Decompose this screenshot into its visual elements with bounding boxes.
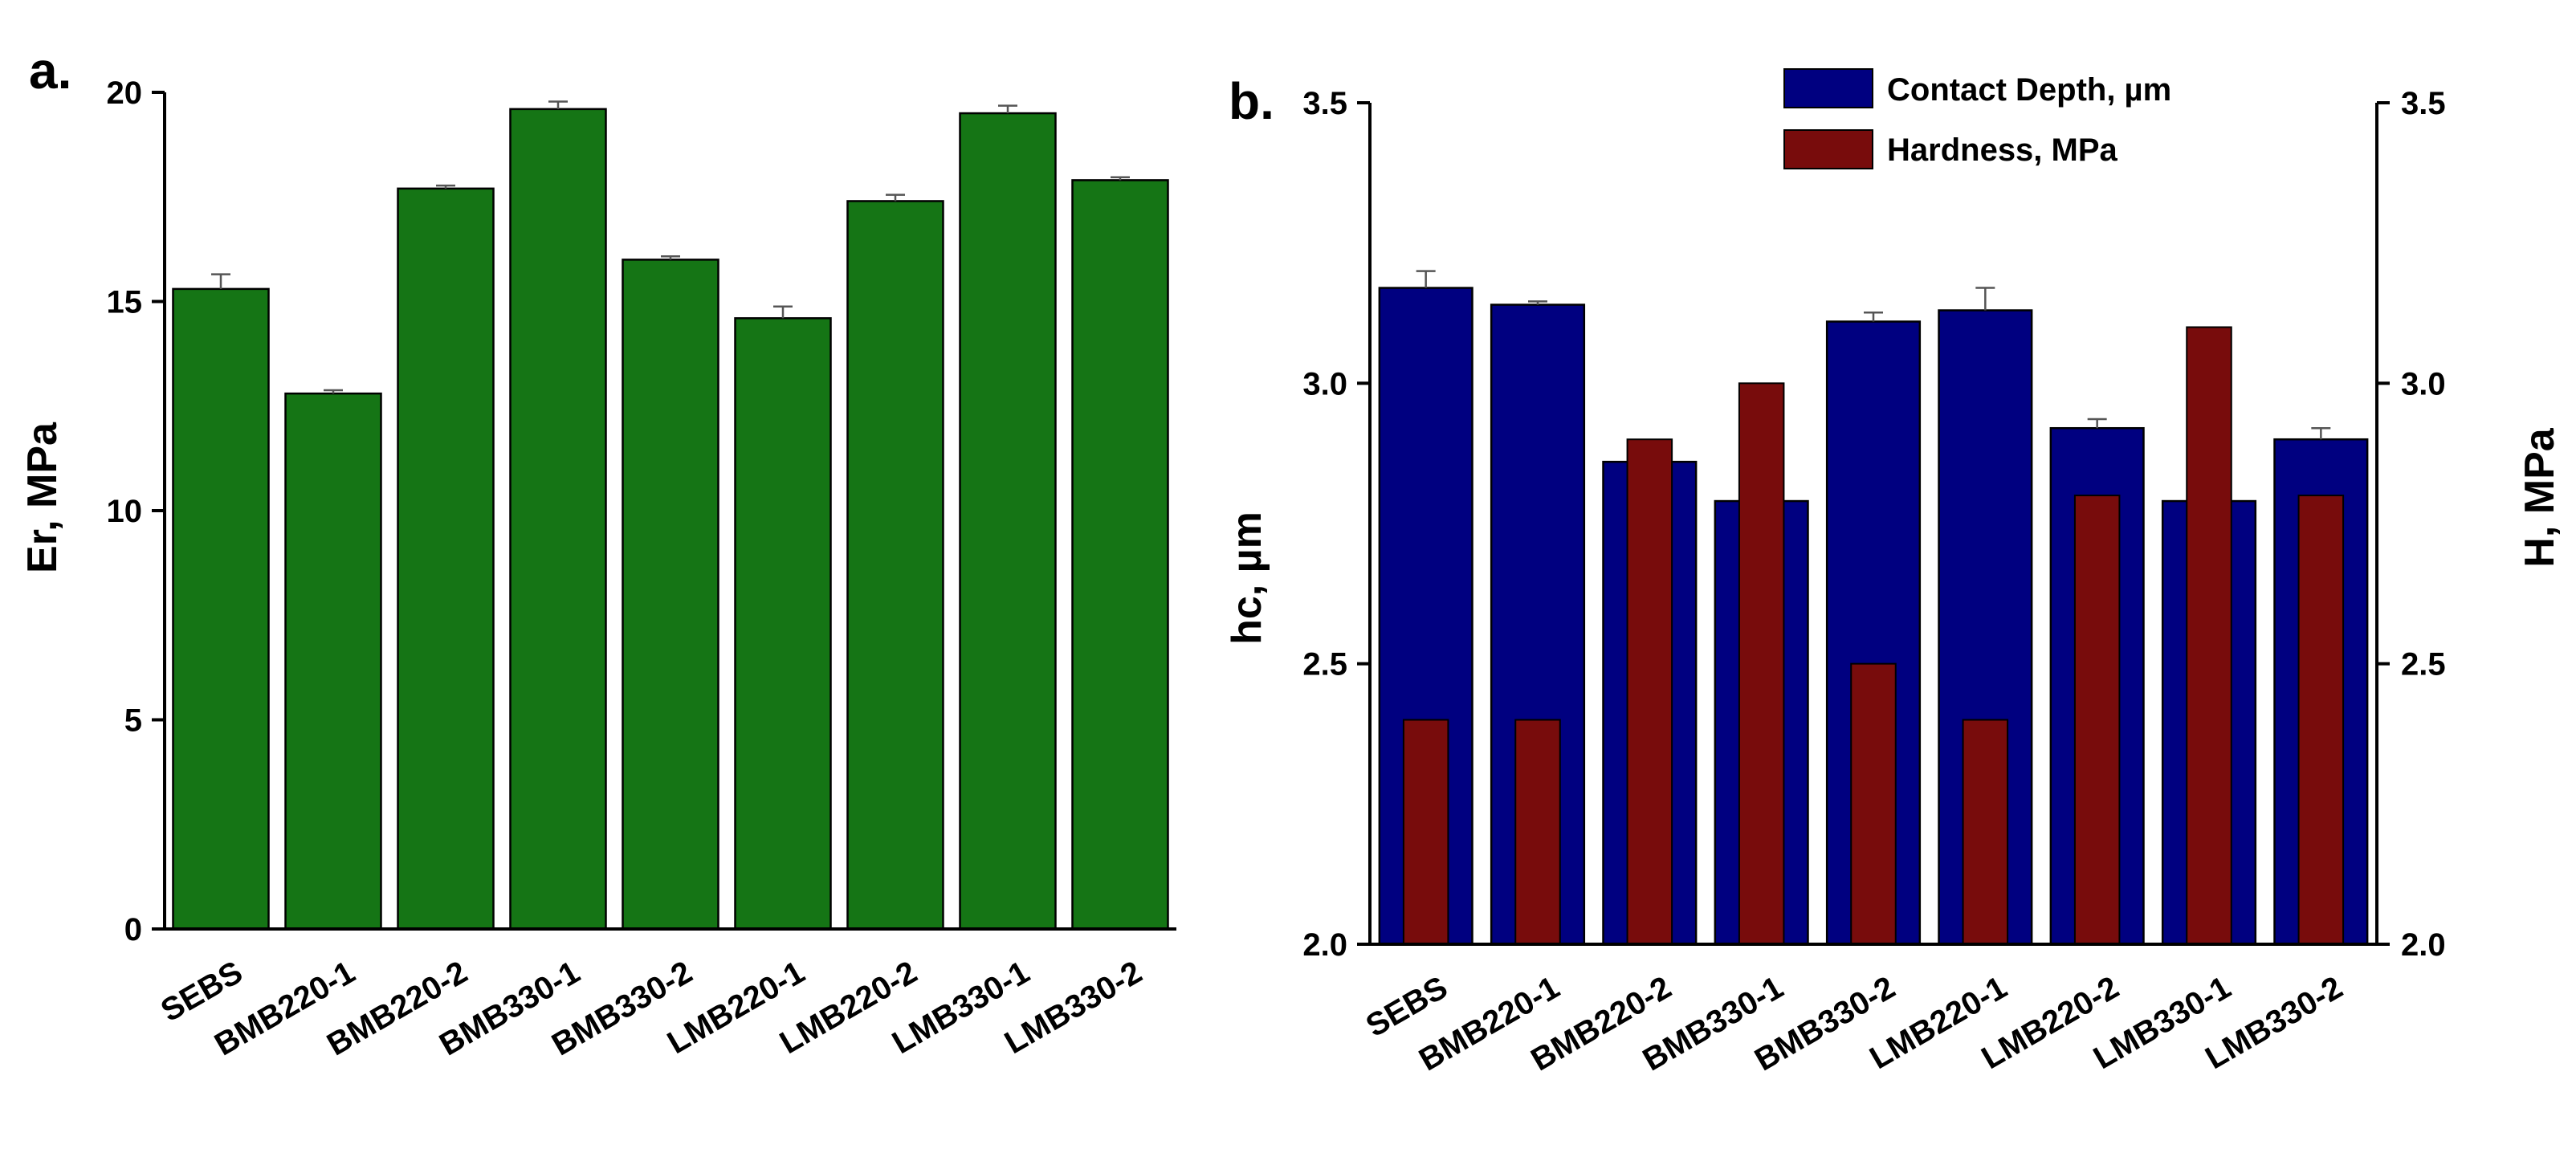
legend-label-hardness: Hardness, MPa bbox=[1887, 132, 2118, 168]
panel-b-error-bars bbox=[1416, 270, 2331, 440]
y-tick-label-5: 5 bbox=[124, 703, 142, 739]
bar-sebs bbox=[172, 287, 270, 931]
hardness-bar-bmb220-2 bbox=[1626, 438, 1673, 945]
panel-b-axes bbox=[1368, 103, 2378, 946]
hardness-bar-bmb330-2 bbox=[1850, 662, 1897, 946]
panel-b-right-y-ticks: 2.0 2.5 3.0 3.5 bbox=[2377, 86, 2446, 963]
panel-b-letter: b. bbox=[1229, 72, 1274, 130]
y-tick-label-2.5: 2.5 bbox=[1302, 647, 1347, 682]
bar-bmb330-2 bbox=[622, 259, 719, 931]
legend-swatch-contact-depth bbox=[1783, 68, 1873, 108]
hardness-bar-lmb220-1 bbox=[1962, 719, 2009, 945]
right-y-tick-label-3.0: 3.0 bbox=[2401, 366, 2446, 401]
y-tick-label-3.0: 3.0 bbox=[1302, 366, 1347, 401]
right-y-tick-label-2.5: 2.5 bbox=[2401, 647, 2446, 682]
y-tick-label-20: 20 bbox=[107, 75, 143, 111]
bar-bmb220-2 bbox=[397, 187, 495, 931]
panel-a-y-axis-title: Er, MPa bbox=[19, 422, 66, 573]
panel-b-bars bbox=[1378, 287, 2369, 946]
right-y-tick-label-3.5: 3.5 bbox=[2401, 86, 2446, 121]
panel-b-y-ticks: 2.0 2.5 3.0 3.5 bbox=[1302, 86, 1370, 963]
y-tick-label-2.0: 2.0 bbox=[1302, 927, 1347, 963]
panel-b-y-axis-title: hc, µm bbox=[1224, 511, 1270, 645]
y-tick-label-10: 10 bbox=[107, 494, 143, 529]
y-tick-label-3.5: 3.5 bbox=[1302, 86, 1347, 121]
panel-a-error-bars bbox=[211, 100, 1130, 394]
panel-b-x-tick-labels: SEBSBMB220-1BMB220-2BMB330-1BMB330-2LMB2… bbox=[1360, 970, 2349, 1078]
bar-bmb330-1 bbox=[509, 108, 607, 931]
panel-a-bars bbox=[172, 108, 1169, 931]
bar-lmb220-2 bbox=[846, 200, 944, 931]
bar-lmb330-1 bbox=[959, 112, 1057, 931]
hardness-bar-lmb220-2 bbox=[2073, 495, 2121, 945]
panel-a-letter: a. bbox=[29, 42, 71, 100]
bar-lmb220-1 bbox=[734, 317, 832, 931]
panel-b-chart: b. hc, µm H, MPa 2.0 2.5 3.0 3.5 2.0 2.5 3.0 3… bbox=[1224, 68, 2563, 1078]
legend-swatch-hardness bbox=[1783, 129, 1873, 169]
right-y-tick-label-2.0: 2.0 bbox=[2401, 927, 2446, 963]
hardness-bar-sebs bbox=[1402, 719, 1449, 945]
legend-label-contact-depth: Contact Depth, µm bbox=[1887, 72, 2171, 108]
bar-bmb220-1 bbox=[284, 392, 382, 931]
bar-lmb330-2 bbox=[1071, 179, 1169, 931]
panel-b-legend: Contact Depth, µm Hardness, MPa bbox=[1783, 68, 2171, 169]
panel-a-x-tick-labels: SEBSBMB220-1BMB220-2BMB330-1BMB330-2LMB2… bbox=[155, 955, 1147, 1063]
hardness-bar-lmb330-2 bbox=[2297, 495, 2345, 945]
hardness-bar-bmb330-1 bbox=[1738, 382, 1785, 946]
hardness-bar-lmb330-1 bbox=[2186, 326, 2232, 945]
y-tick-label-15: 15 bbox=[107, 285, 143, 320]
panel-a-chart: a. Er, MPa 0 5 10 15 20 SEBSBMB220-1BMB220-2… bbox=[19, 42, 1176, 1062]
panel-b-right-y-axis-title: H, MPa bbox=[2517, 427, 2563, 567]
y-tick-label-0: 0 bbox=[124, 912, 142, 947]
panel-a-y-ticks: 0 5 10 15 20 bbox=[107, 75, 165, 947]
hardness-bar-bmb220-1 bbox=[1514, 719, 1561, 945]
